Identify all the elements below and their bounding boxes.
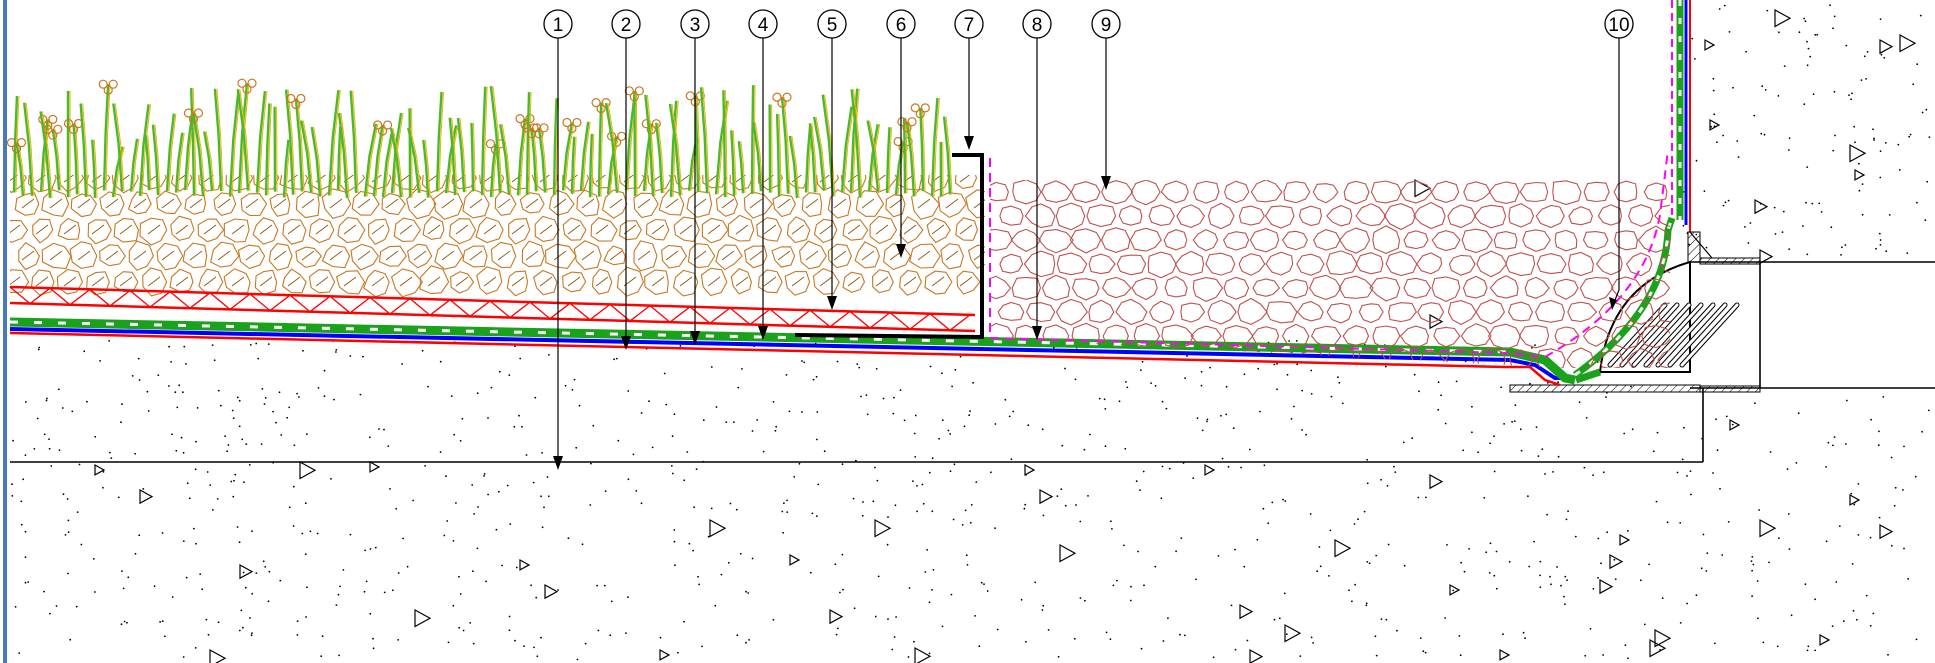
callout-label: 8 bbox=[1032, 15, 1043, 36]
callout-6: 6 bbox=[886, 9, 916, 258]
drainage-board-layer bbox=[9, 285, 976, 333]
callout-arrowhead bbox=[827, 296, 837, 310]
callout-label: 3 bbox=[690, 15, 701, 36]
callout-8: 8 bbox=[1022, 9, 1052, 340]
callout-arrowhead bbox=[1609, 297, 1617, 310]
callout-arrowhead bbox=[690, 331, 700, 345]
filter-fleece bbox=[989, 158, 1546, 358]
callout-10: 10 bbox=[1604, 9, 1634, 310]
callout-arrowhead bbox=[1032, 326, 1042, 340]
callout-label: 7 bbox=[964, 15, 975, 36]
filter-fleece-right bbox=[1544, 149, 1669, 358]
callout-group: 1 2 3 4 5 6 7 8 9 10 bbox=[543, 9, 1634, 470]
callout-label: 1 bbox=[553, 15, 564, 36]
callout-arrowhead bbox=[621, 336, 631, 350]
callout-label: 4 bbox=[758, 15, 769, 36]
callout-label: 9 bbox=[1101, 15, 1112, 36]
roof-membrane-layers bbox=[9, 216, 1676, 387]
edge-profile bbox=[794, 153, 984, 340]
callout-arrowhead bbox=[964, 136, 974, 150]
callout-label: 10 bbox=[1608, 15, 1629, 36]
wall-membrane bbox=[1671, 0, 1713, 263]
drain-pipe bbox=[1509, 257, 1935, 393]
callout-7: 7 bbox=[954, 9, 984, 150]
grass-vegetation-icon bbox=[6, 78, 953, 199]
callout-2: 2 bbox=[611, 9, 641, 350]
callout-arrowhead bbox=[553, 456, 563, 470]
callout-arrowhead bbox=[758, 326, 768, 340]
callout-1: 1 bbox=[543, 9, 573, 470]
callout-label: 2 bbox=[621, 15, 632, 36]
callout-arrowhead bbox=[1101, 176, 1111, 190]
callout-arrowhead bbox=[896, 244, 906, 258]
callout-label: 6 bbox=[896, 15, 907, 36]
callout-label: 5 bbox=[827, 15, 838, 36]
callout-9: 9 bbox=[1091, 9, 1121, 190]
callout-3: 3 bbox=[680, 9, 710, 345]
callout-4: 4 bbox=[748, 9, 778, 340]
callout-5: 5 bbox=[817, 9, 847, 310]
